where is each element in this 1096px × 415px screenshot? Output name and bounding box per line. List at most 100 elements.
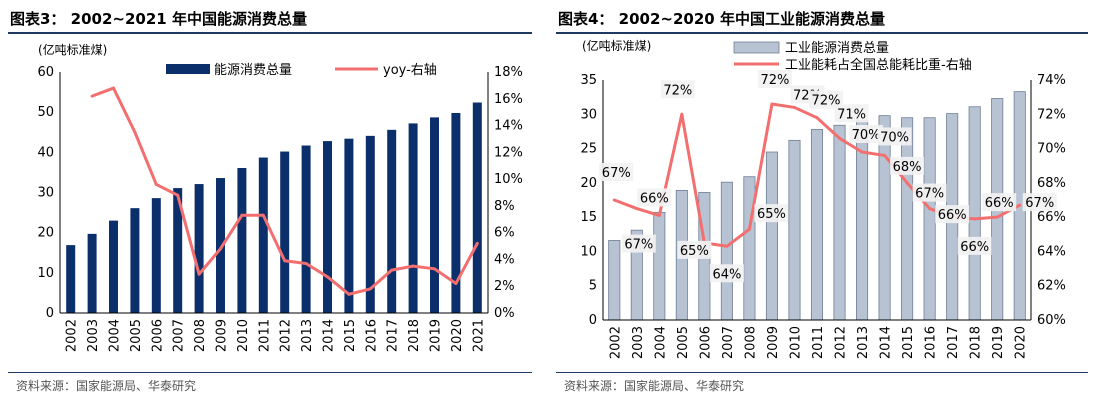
right-bar (833, 124, 846, 321)
right-point-label-box (935, 205, 970, 224)
right-point-label-box (637, 188, 672, 207)
right-title-bar: 图表4： 2002~2020 年中国工业能源消费总量 (556, 6, 1088, 34)
right-bar (653, 211, 666, 321)
left-bar (365, 135, 375, 313)
left-bar (237, 167, 247, 313)
left-x-tick-label: 2015 (343, 319, 358, 352)
right-point-label: 67% (915, 187, 944, 202)
right-right-tick-label: 68% (1037, 176, 1066, 191)
left-x-tick-label: 2003 (86, 319, 101, 352)
left-left-tick-label: 40 (37, 145, 54, 160)
right-point-label-box (849, 125, 884, 143)
right-left-tick-label: 5 (589, 279, 597, 294)
right-right-tick-label: 70% (1037, 142, 1066, 157)
left-right-tick-label: 0% (494, 306, 515, 321)
right-line-point (612, 198, 616, 202)
right-x-tick-label: 2019 (991, 326, 1006, 359)
right-line-point (635, 207, 639, 211)
left-x-tick-label: 2005 (129, 319, 144, 352)
right-bar (788, 139, 801, 321)
left-line-point (90, 94, 94, 98)
right-x-tick-label: 2015 (901, 326, 916, 359)
left-left-tick-label: 0 (46, 306, 54, 321)
right-point-label-box (621, 234, 656, 253)
right-x-tick-label: 2013 (856, 326, 871, 359)
right-point-label: 66% (985, 196, 1014, 211)
right-bar (720, 181, 733, 321)
left-bar (387, 129, 397, 313)
left-x-tick-label: 2007 (172, 319, 187, 352)
right-chart-panel: 图表4： 2002~2020 年中国工业能源消费总量 (亿吨标准煤) 0 5 10 15… (548, 0, 1096, 415)
left-x-tick-label: 2009 (215, 319, 230, 352)
right-line-point (1018, 203, 1022, 207)
left-bar (280, 151, 290, 313)
left-legend-line-label: yoy-右轴 (383, 63, 437, 78)
left-bar (344, 138, 354, 313)
right-point-label-box (757, 70, 792, 88)
right-x-tick-label: 2010 (788, 326, 803, 359)
right-line-point (680, 112, 684, 116)
left-line-point (240, 213, 244, 217)
left-x-tick-label: 2006 (150, 319, 165, 352)
right-chart-svg: (亿吨标准煤)0510152025303560%62%64%66%68%70%7… (580, 38, 1066, 359)
right-bar (608, 240, 621, 321)
left-chart-title: 图表3： 2002~2021 年中国能源消费总量 (10, 10, 307, 28)
right-line-point (905, 181, 909, 185)
left-bar (451, 112, 461, 313)
left-x-tick-label: 2013 (300, 319, 315, 352)
left-line-point (411, 264, 415, 268)
right-legend-bar-label: 工业能源消费总量 (785, 41, 889, 56)
right-line-point (995, 215, 999, 219)
right-line-point (838, 136, 842, 140)
right-bar (901, 117, 914, 321)
left-bar (66, 245, 76, 313)
left-bar (216, 178, 225, 313)
left-bar (430, 117, 439, 313)
right-x-tick-label: 2011 (811, 326, 826, 359)
right-point-label: 72% (663, 83, 692, 98)
right-chart-title: 图表4： 2002~2020 年中国工业能源消费总量 (558, 10, 885, 28)
right-right-tick-label: 60% (1037, 313, 1066, 328)
right-point-label: 65% (757, 207, 786, 222)
right-point-label-box (754, 204, 789, 223)
right-bar (923, 117, 936, 321)
left-line-point (475, 241, 479, 245)
right-point-label-box (957, 236, 992, 255)
right-bar (810, 128, 824, 321)
left-right-tick-label: 10% (494, 172, 523, 187)
right-x-tick-label: 2004 (653, 326, 668, 359)
left-left-tick-label: 60 (37, 65, 54, 80)
right-x-tick-label: 2009 (766, 326, 781, 359)
left-line-point (154, 182, 158, 186)
right-line-point (860, 150, 864, 154)
left-x-tick-label: 2021 (471, 319, 486, 352)
right-line-point (973, 217, 977, 221)
right-line-point (815, 116, 819, 120)
right-point-label-box (677, 240, 712, 259)
right-source-bar: 资料来源：国家能源局、华泰研究 (556, 372, 1088, 397)
left-bar (87, 233, 97, 313)
right-line-point (747, 227, 751, 231)
right-right-tick-label: 66% (1037, 210, 1066, 225)
left-bar (109, 220, 118, 313)
left-line-point (133, 130, 137, 134)
right-left-tick-label: 20 (580, 176, 597, 191)
right-x-tick-label: 2020 (1014, 326, 1029, 359)
left-right-tick-label: 16% (494, 92, 523, 107)
left-right-tick-label: 4% (494, 252, 515, 267)
right-point-label-box (982, 193, 1017, 212)
left-line-point (326, 275, 329, 279)
right-bar (743, 176, 756, 321)
right-x-tick-label: 2008 (743, 326, 758, 359)
right-line-point (928, 207, 932, 211)
left-line-point (219, 247, 222, 251)
left-bar (130, 208, 140, 313)
left-right-tick-label: 14% (494, 119, 523, 134)
left-bar (173, 188, 183, 313)
right-point-label-box (660, 80, 695, 99)
right-right-tick-label: 64% (1037, 244, 1066, 259)
left-left-tick-label: 30 (37, 186, 54, 201)
left-x-tick-label: 2012 (279, 319, 294, 352)
left-x-tick-label: 2002 (65, 319, 80, 352)
left-right-tick-label: 2% (494, 279, 515, 294)
